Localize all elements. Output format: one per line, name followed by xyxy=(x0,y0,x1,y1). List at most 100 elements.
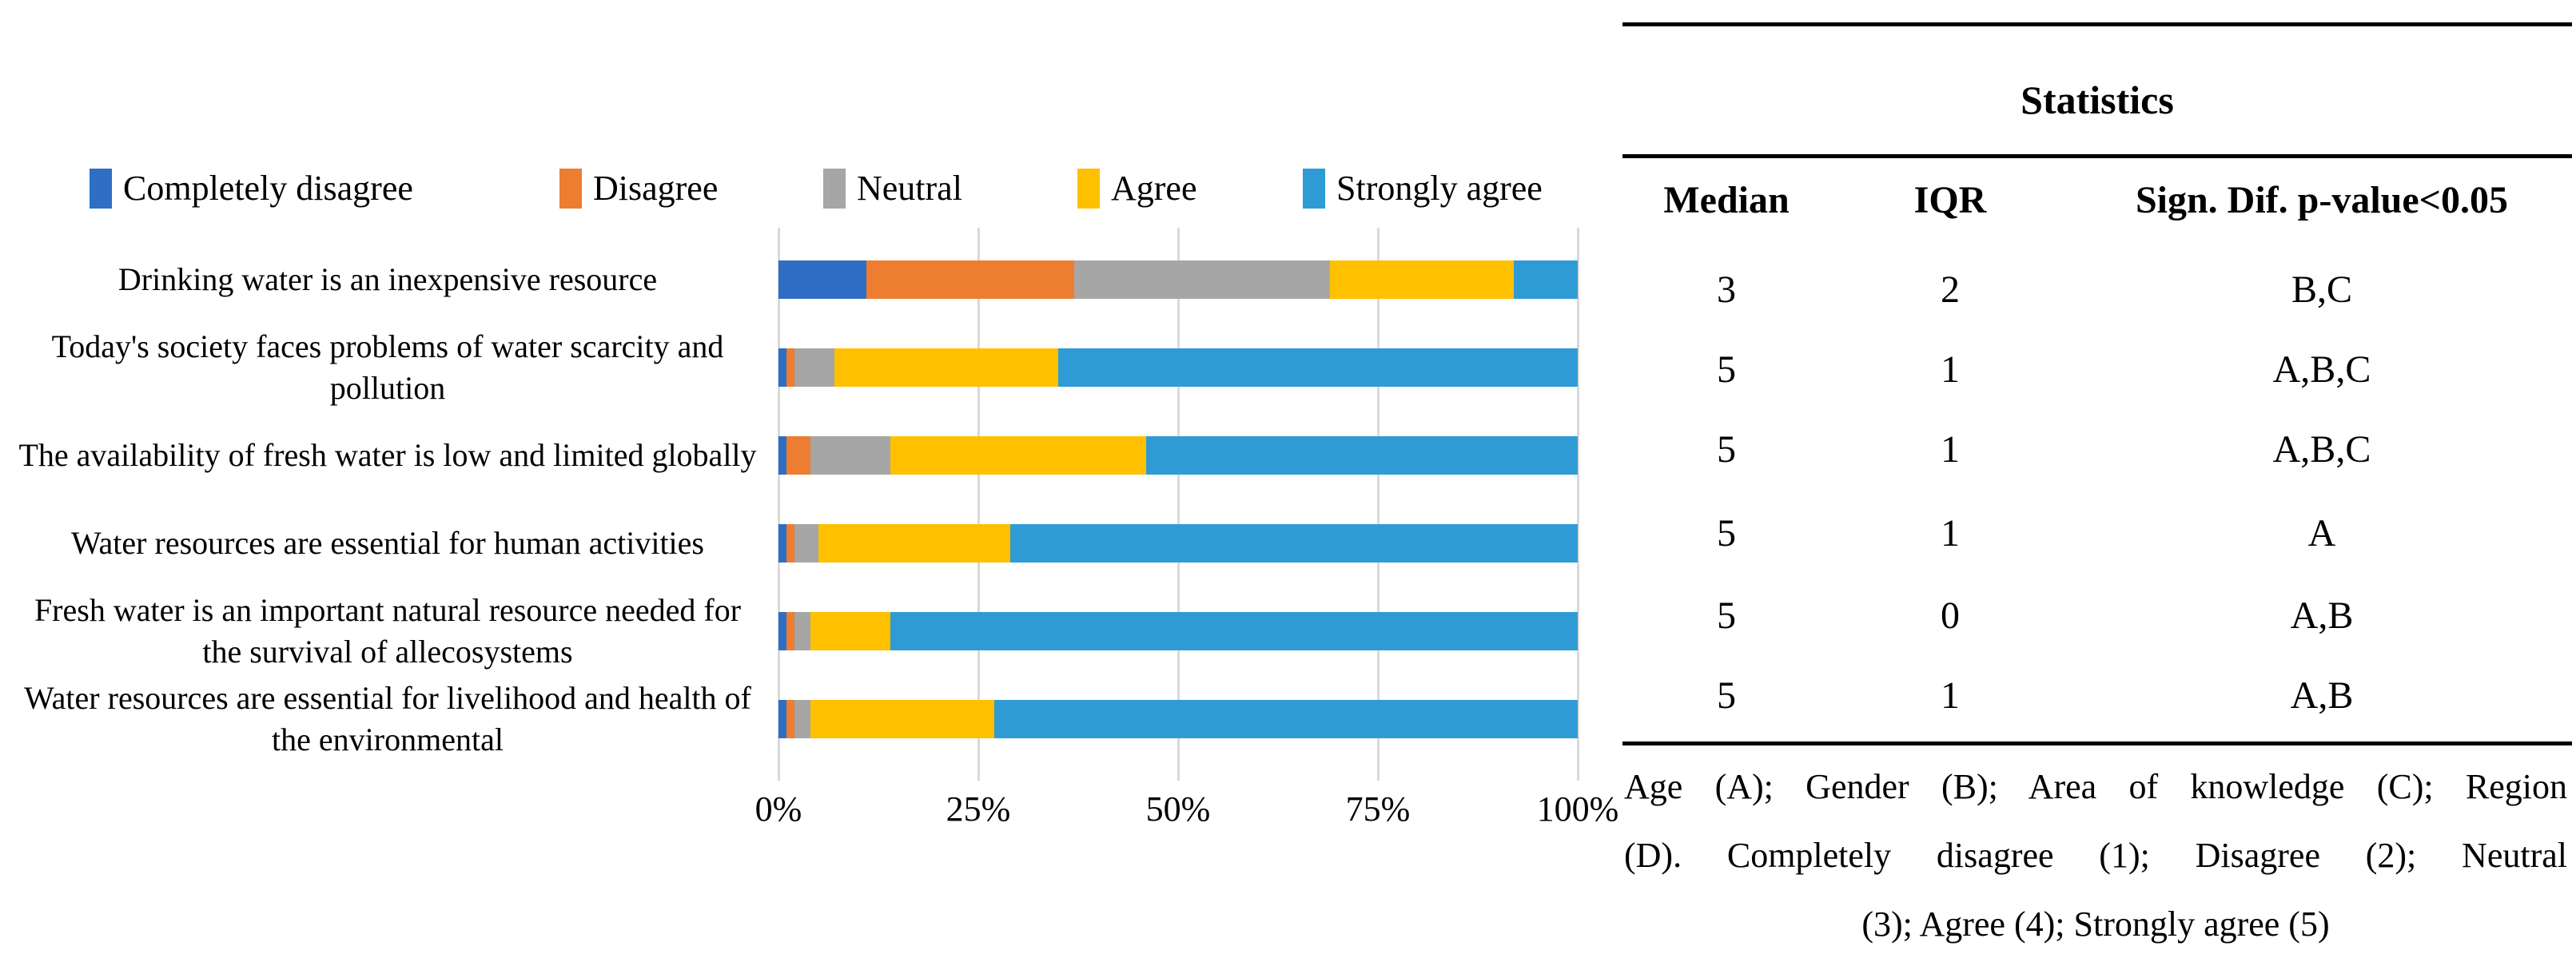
category-label: Water resources are essential for liveli… xyxy=(24,680,751,757)
bar-segment-agree xyxy=(1330,260,1514,299)
x-tick-label-75%: 75% xyxy=(1345,789,1411,829)
legend-item-agree: Agree xyxy=(1077,164,1197,213)
column-header-median: Median xyxy=(1663,179,1790,221)
cell-iqr: 0 xyxy=(1941,594,1960,637)
cell-iqr: 1 xyxy=(1941,674,1960,717)
bar-segment-disagree xyxy=(786,348,794,387)
bar-segment-completely-disagree xyxy=(778,524,786,563)
bar-row-1 xyxy=(778,260,1578,299)
legend-label: Disagree xyxy=(593,169,719,208)
table-row: 5 1 A,B xyxy=(1614,670,2576,722)
table-row: 3 2 B,C xyxy=(1614,264,2576,316)
bar-segment-disagree xyxy=(786,524,794,563)
cell-sig: B,C xyxy=(2291,268,2353,311)
bar-segment-neutral xyxy=(794,700,810,738)
legend-swatch-icon xyxy=(1077,169,1100,209)
table-rule-mid xyxy=(1622,154,2572,158)
bar-segment-completely-disagree xyxy=(778,348,786,387)
cell-iqr: 1 xyxy=(1941,512,1960,555)
x-tick-label-50%: 50% xyxy=(1145,789,1211,829)
gridline-75% xyxy=(1377,228,1380,781)
bar-segment-completely-disagree xyxy=(778,700,786,738)
legend-swatch-icon xyxy=(90,169,112,209)
gridline-0% xyxy=(778,228,780,781)
legend-swatch-icon xyxy=(823,169,846,209)
category-label: The availability of fresh water is low a… xyxy=(18,437,757,473)
cell-sig: A,B xyxy=(2290,674,2354,717)
x-tick-label-25%: 25% xyxy=(946,789,1011,829)
bar-segment-completely-disagree xyxy=(778,260,866,299)
gridline-25% xyxy=(977,228,980,781)
bar-segment-disagree xyxy=(786,612,794,650)
table-row: 5 1 A,B,C xyxy=(1614,423,2576,476)
legend-item-completely-disagree: Completely disagree xyxy=(90,164,413,213)
bar-row-4 xyxy=(778,524,1578,563)
bar-segment-disagree xyxy=(786,436,810,475)
bar-segment-strongly-agree xyxy=(1146,436,1578,475)
bar-segment-strongly-agree xyxy=(1514,260,1578,299)
bar-segment-neutral xyxy=(1074,260,1330,299)
bar-segment-agree xyxy=(834,348,1058,387)
table-rule-bottom xyxy=(1622,741,2572,745)
cell-iqr: 2 xyxy=(1941,268,1960,311)
category-label: Today's society faces problems of water … xyxy=(51,328,724,406)
column-header-iqr: IQR xyxy=(1913,179,1987,221)
bar-segment-neutral xyxy=(794,348,834,387)
table-row: 5 1 A,B,C xyxy=(1614,344,2576,396)
chart-legend: Completely disagree Disagree Neutral Agree S… xyxy=(0,164,1614,213)
footnote-line: Age (A); Gender (B); Area of knowledge (… xyxy=(1624,767,2567,806)
cell-median: 5 xyxy=(1717,674,1736,717)
legend-label: Strongly agree xyxy=(1336,169,1543,208)
table-row: 5 0 A,B xyxy=(1614,590,2576,642)
cell-iqr: 1 xyxy=(1941,348,1960,391)
legend-item-neutral: Neutral xyxy=(823,164,962,213)
table-row: 5 1 A xyxy=(1614,507,2576,560)
bar-segment-agree xyxy=(810,612,890,650)
column-header-sig: Sign. Dif. p-value<0.05 xyxy=(2135,179,2509,221)
bar-segment-completely-disagree xyxy=(778,436,786,475)
bar-segment-disagree xyxy=(786,700,794,738)
cell-median: 5 xyxy=(1717,594,1736,637)
cell-median: 5 xyxy=(1717,428,1736,471)
statistics-table: Statistics Median IQR Sign. Dif. p-value… xyxy=(1614,0,2576,970)
x-tick-label-0%: 0% xyxy=(754,789,802,829)
bar-segment-agree xyxy=(810,700,994,738)
table-rule-top xyxy=(1622,22,2572,26)
category-label: Water resources are essential for human … xyxy=(71,525,704,561)
table-header-row: Median IQR Sign. Dif. p-value<0.05 xyxy=(1614,174,2576,227)
legend-item-strongly-agree: Strongly agree xyxy=(1303,164,1543,213)
cell-median: 3 xyxy=(1717,268,1736,311)
bar-row-5 xyxy=(778,612,1578,650)
bar-segment-strongly-agree xyxy=(994,700,1578,738)
category-label: Fresh water is an important natural reso… xyxy=(34,592,742,670)
bar-segment-strongly-agree xyxy=(1010,524,1578,563)
bar-segment-strongly-agree xyxy=(890,612,1578,650)
cell-sig: A,B,C xyxy=(2272,428,2371,471)
legend-label: Agree xyxy=(1111,169,1197,208)
legend-swatch-icon xyxy=(1303,169,1325,209)
gridline-50% xyxy=(1177,228,1180,781)
x-tick-label-100%: 100% xyxy=(1536,789,1619,829)
legend-label: Completely disagree xyxy=(123,169,413,208)
bar-row-6 xyxy=(778,700,1578,738)
bar-segment-strongly-agree xyxy=(1058,348,1578,387)
bar-segment-agree xyxy=(890,436,1146,475)
cell-iqr: 1 xyxy=(1941,428,1960,471)
bar-segment-neutral xyxy=(794,612,810,650)
legend-swatch-icon xyxy=(559,169,582,209)
footnote-line: (D). Completely disagree (1); Disagree (… xyxy=(1624,836,2567,875)
bar-segment-neutral xyxy=(794,524,818,563)
bar-row-2 xyxy=(778,348,1578,387)
bar-segment-agree xyxy=(818,524,1010,563)
footnote-line: (3); Agree (4); Strongly agree (5) xyxy=(1861,904,2330,944)
bar-segment-completely-disagree xyxy=(778,612,786,650)
bar-segment-neutral xyxy=(810,436,890,475)
cell-sig: A,B xyxy=(2290,594,2354,637)
table-title: Statistics xyxy=(2021,78,2174,122)
cell-median: 5 xyxy=(1717,348,1736,391)
bar-segment-disagree xyxy=(866,260,1074,299)
gridline-100% xyxy=(1577,228,1579,781)
cell-sig: A xyxy=(2307,512,2336,555)
chart-plot-area xyxy=(778,228,1579,781)
